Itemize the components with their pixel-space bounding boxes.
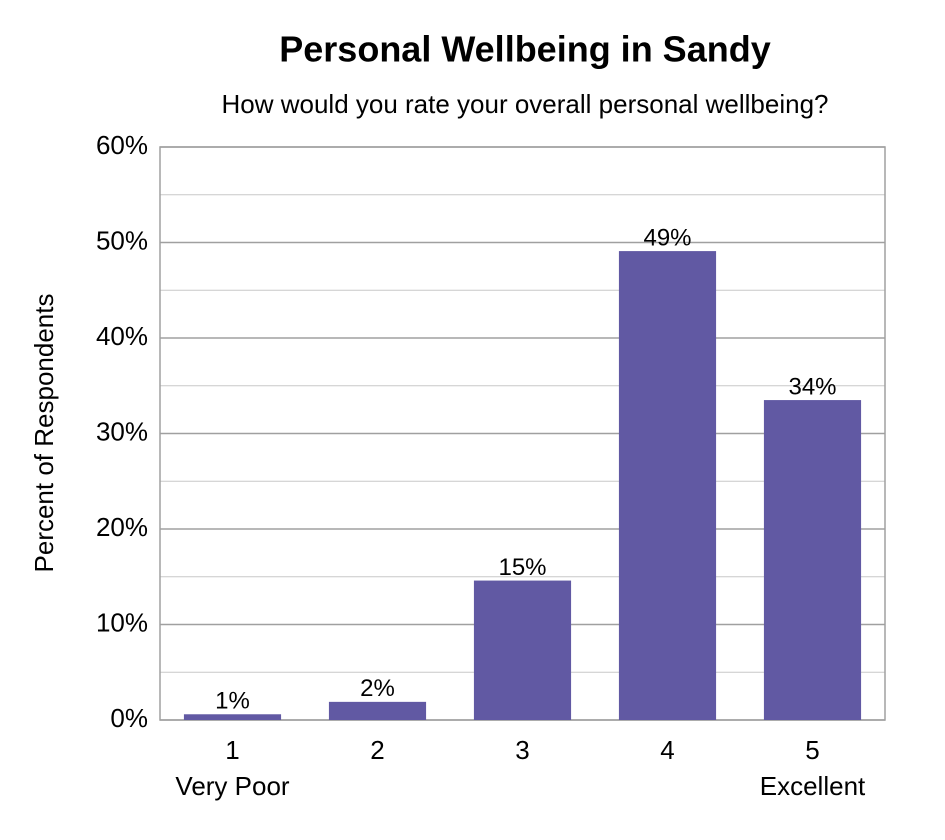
y-tick-label: 50% — [96, 225, 148, 255]
y-axis-label: Percent of Respondents — [29, 294, 59, 573]
x-sublabel: Very Poor — [175, 771, 290, 801]
bar — [183, 714, 282, 720]
chart-title: Personal Wellbeing in Sandy — [279, 29, 770, 70]
x-sublabel: Excellent — [760, 771, 866, 801]
x-tick-label: 1 — [225, 735, 239, 765]
y-tick-label: 0% — [110, 703, 148, 733]
data-label: 34% — [788, 373, 836, 400]
bar — [763, 400, 862, 720]
bar — [618, 251, 717, 720]
data-label: 1% — [215, 688, 250, 715]
x-tick-label: 4 — [660, 735, 674, 765]
y-tick-label: 20% — [96, 512, 148, 542]
data-label: 2% — [360, 675, 395, 702]
x-tick-label: 5 — [805, 735, 819, 765]
bar — [328, 701, 427, 720]
y-tick-label: 60% — [96, 130, 148, 160]
y-tick-label: 10% — [96, 607, 148, 637]
y-tick-label: 30% — [96, 416, 148, 446]
bar — [473, 580, 572, 720]
x-tick-label: 2 — [370, 735, 384, 765]
data-label: 15% — [498, 554, 546, 581]
y-tick-label: 40% — [96, 321, 148, 351]
data-label: 49% — [643, 224, 691, 251]
chart-subtitle: How would you rate your overall personal… — [221, 89, 828, 119]
x-tick-label: 3 — [515, 735, 529, 765]
